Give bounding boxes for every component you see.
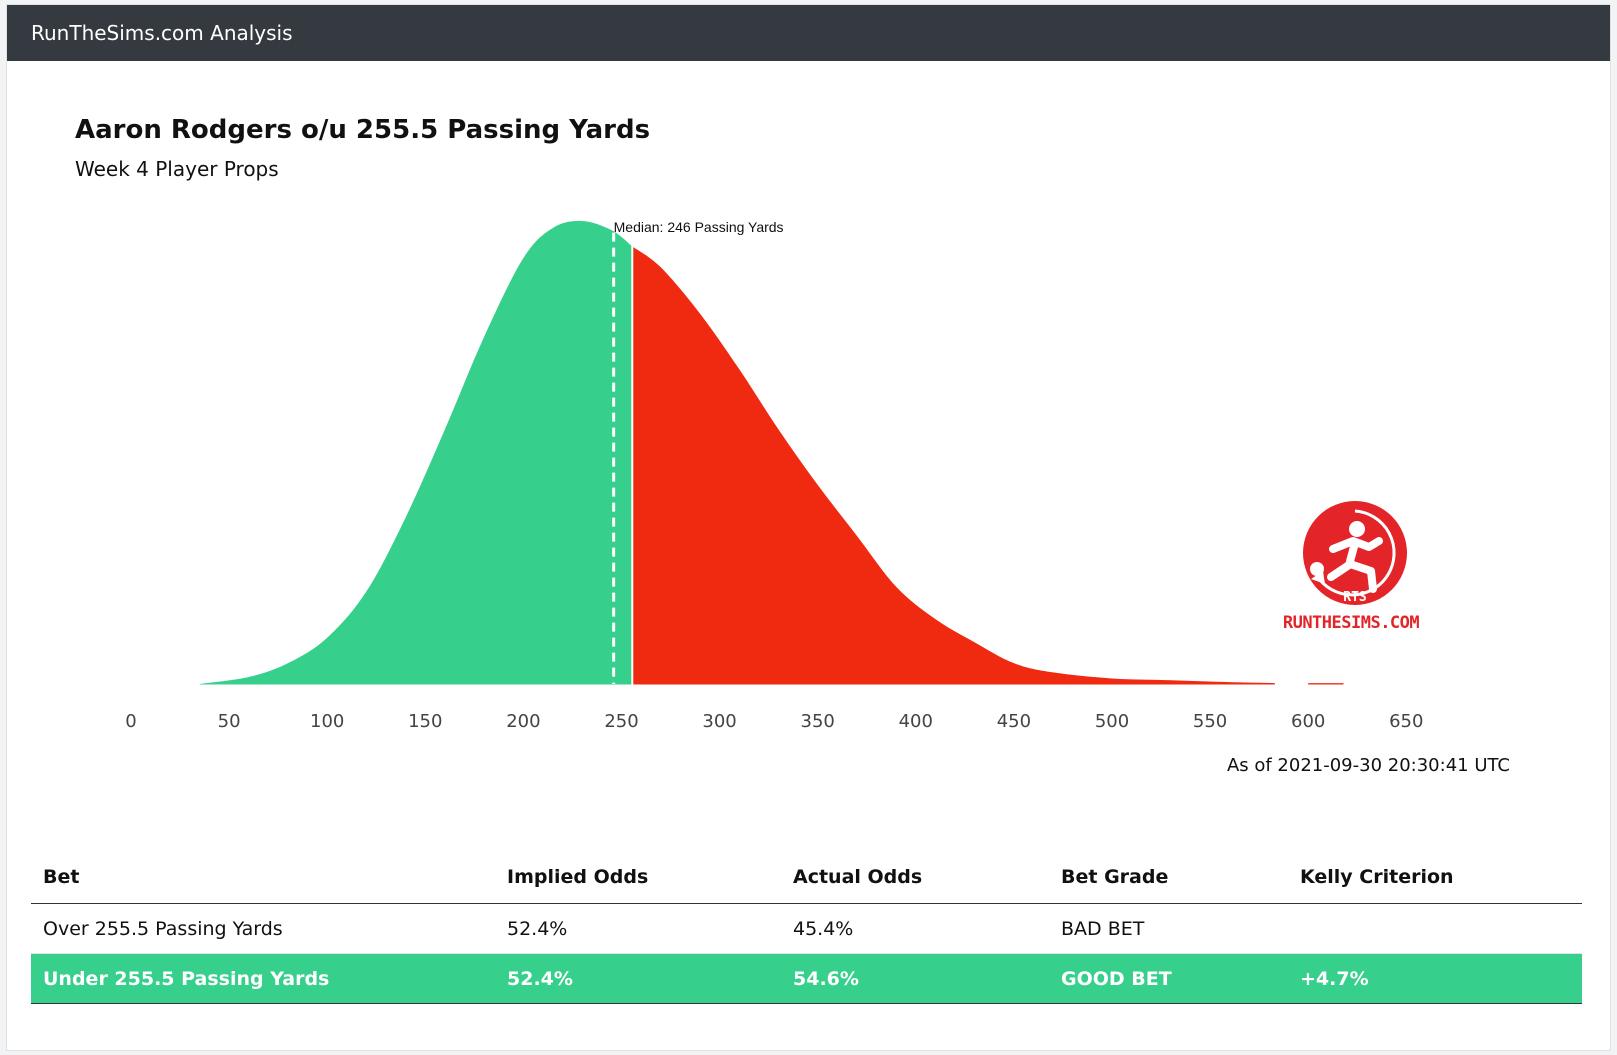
- x-tick-label: 450: [997, 711, 1031, 732]
- logo-badge-text: RTS: [1343, 590, 1367, 605]
- app-header: RunTheSims.com Analysis: [7, 5, 1610, 61]
- table-header-row: Bet Implied Odds Actual Odds Bet Grade K…: [31, 851, 1582, 904]
- cell-grade: GOOD BET: [1049, 953, 1288, 1004]
- distribution-chart: Median: 246 Passing Yards 0 50 100 150 200 250…: [125, 211, 1423, 732]
- x-tick-label: 50: [218, 711, 241, 732]
- header-actual-odds: Actual Odds: [781, 851, 1049, 904]
- logo-wordmark: RUNTHESIMS.COM: [1282, 613, 1420, 633]
- analysis-card: RunTheSims.com Analysis Aaron Rodgers o/…: [6, 4, 1611, 1051]
- cell-actual: 54.6%: [781, 953, 1049, 1004]
- x-tick-label: 650: [1389, 711, 1423, 732]
- area-series-1: [632, 246, 1275, 685]
- x-tick-label: 400: [899, 711, 933, 732]
- area-series-2: [1308, 683, 1344, 685]
- cell-bet: Over 255.5 Passing Yards: [31, 903, 495, 954]
- x-tick-label: 600: [1291, 711, 1325, 732]
- cell-grade: BAD BET: [1049, 903, 1288, 954]
- cell-implied: 52.4%: [495, 903, 781, 954]
- x-tick-label: 500: [1095, 711, 1129, 732]
- x-tick-label: 0: [125, 711, 136, 732]
- header-bet: Bet: [31, 851, 495, 904]
- x-tick-label: 200: [506, 711, 540, 732]
- cell-kelly: [1288, 903, 1582, 954]
- x-tick-label: 550: [1193, 711, 1227, 732]
- header-bet-grade: Bet Grade: [1049, 851, 1288, 904]
- runthesims-logo-icon: RTS: [1303, 501, 1407, 605]
- x-tick-label: 150: [408, 711, 442, 732]
- x-tick-label: 350: [801, 711, 835, 732]
- bet-table: Bet Implied Odds Actual Odds Bet Grade K…: [31, 851, 1582, 1004]
- x-tick-label: 250: [604, 711, 638, 732]
- x-tick-label: 300: [702, 711, 736, 732]
- header-kelly: Kelly Criterion: [1288, 851, 1582, 904]
- table-row: Over 255.5 Passing Yards 52.4% 45.4% BAD…: [31, 903, 1582, 954]
- area-series-0: [199, 220, 633, 685]
- cell-bet: Under 255.5 Passing Yards: [31, 953, 495, 1004]
- cell-actual: 45.4%: [781, 903, 1049, 954]
- median-label: Median: 246 Passing Yards: [614, 219, 784, 235]
- table-row-highlighted: Under 255.5 Passing Yards 52.4% 54.6% GO…: [31, 953, 1582, 1004]
- cell-kelly: +4.7%: [1288, 953, 1582, 1004]
- header-implied-odds: Implied Odds: [495, 851, 781, 904]
- chart-subtitle: Week 4 Player Props: [75, 157, 279, 181]
- cell-implied: 52.4%: [495, 953, 781, 1004]
- as-of-timestamp: As of 2021-09-30 20:30:41 UTC: [1226, 755, 1510, 776]
- chart-title: Aaron Rodgers o/u 255.5 Passing Yards: [75, 115, 651, 145]
- x-tick-label: 100: [310, 711, 344, 732]
